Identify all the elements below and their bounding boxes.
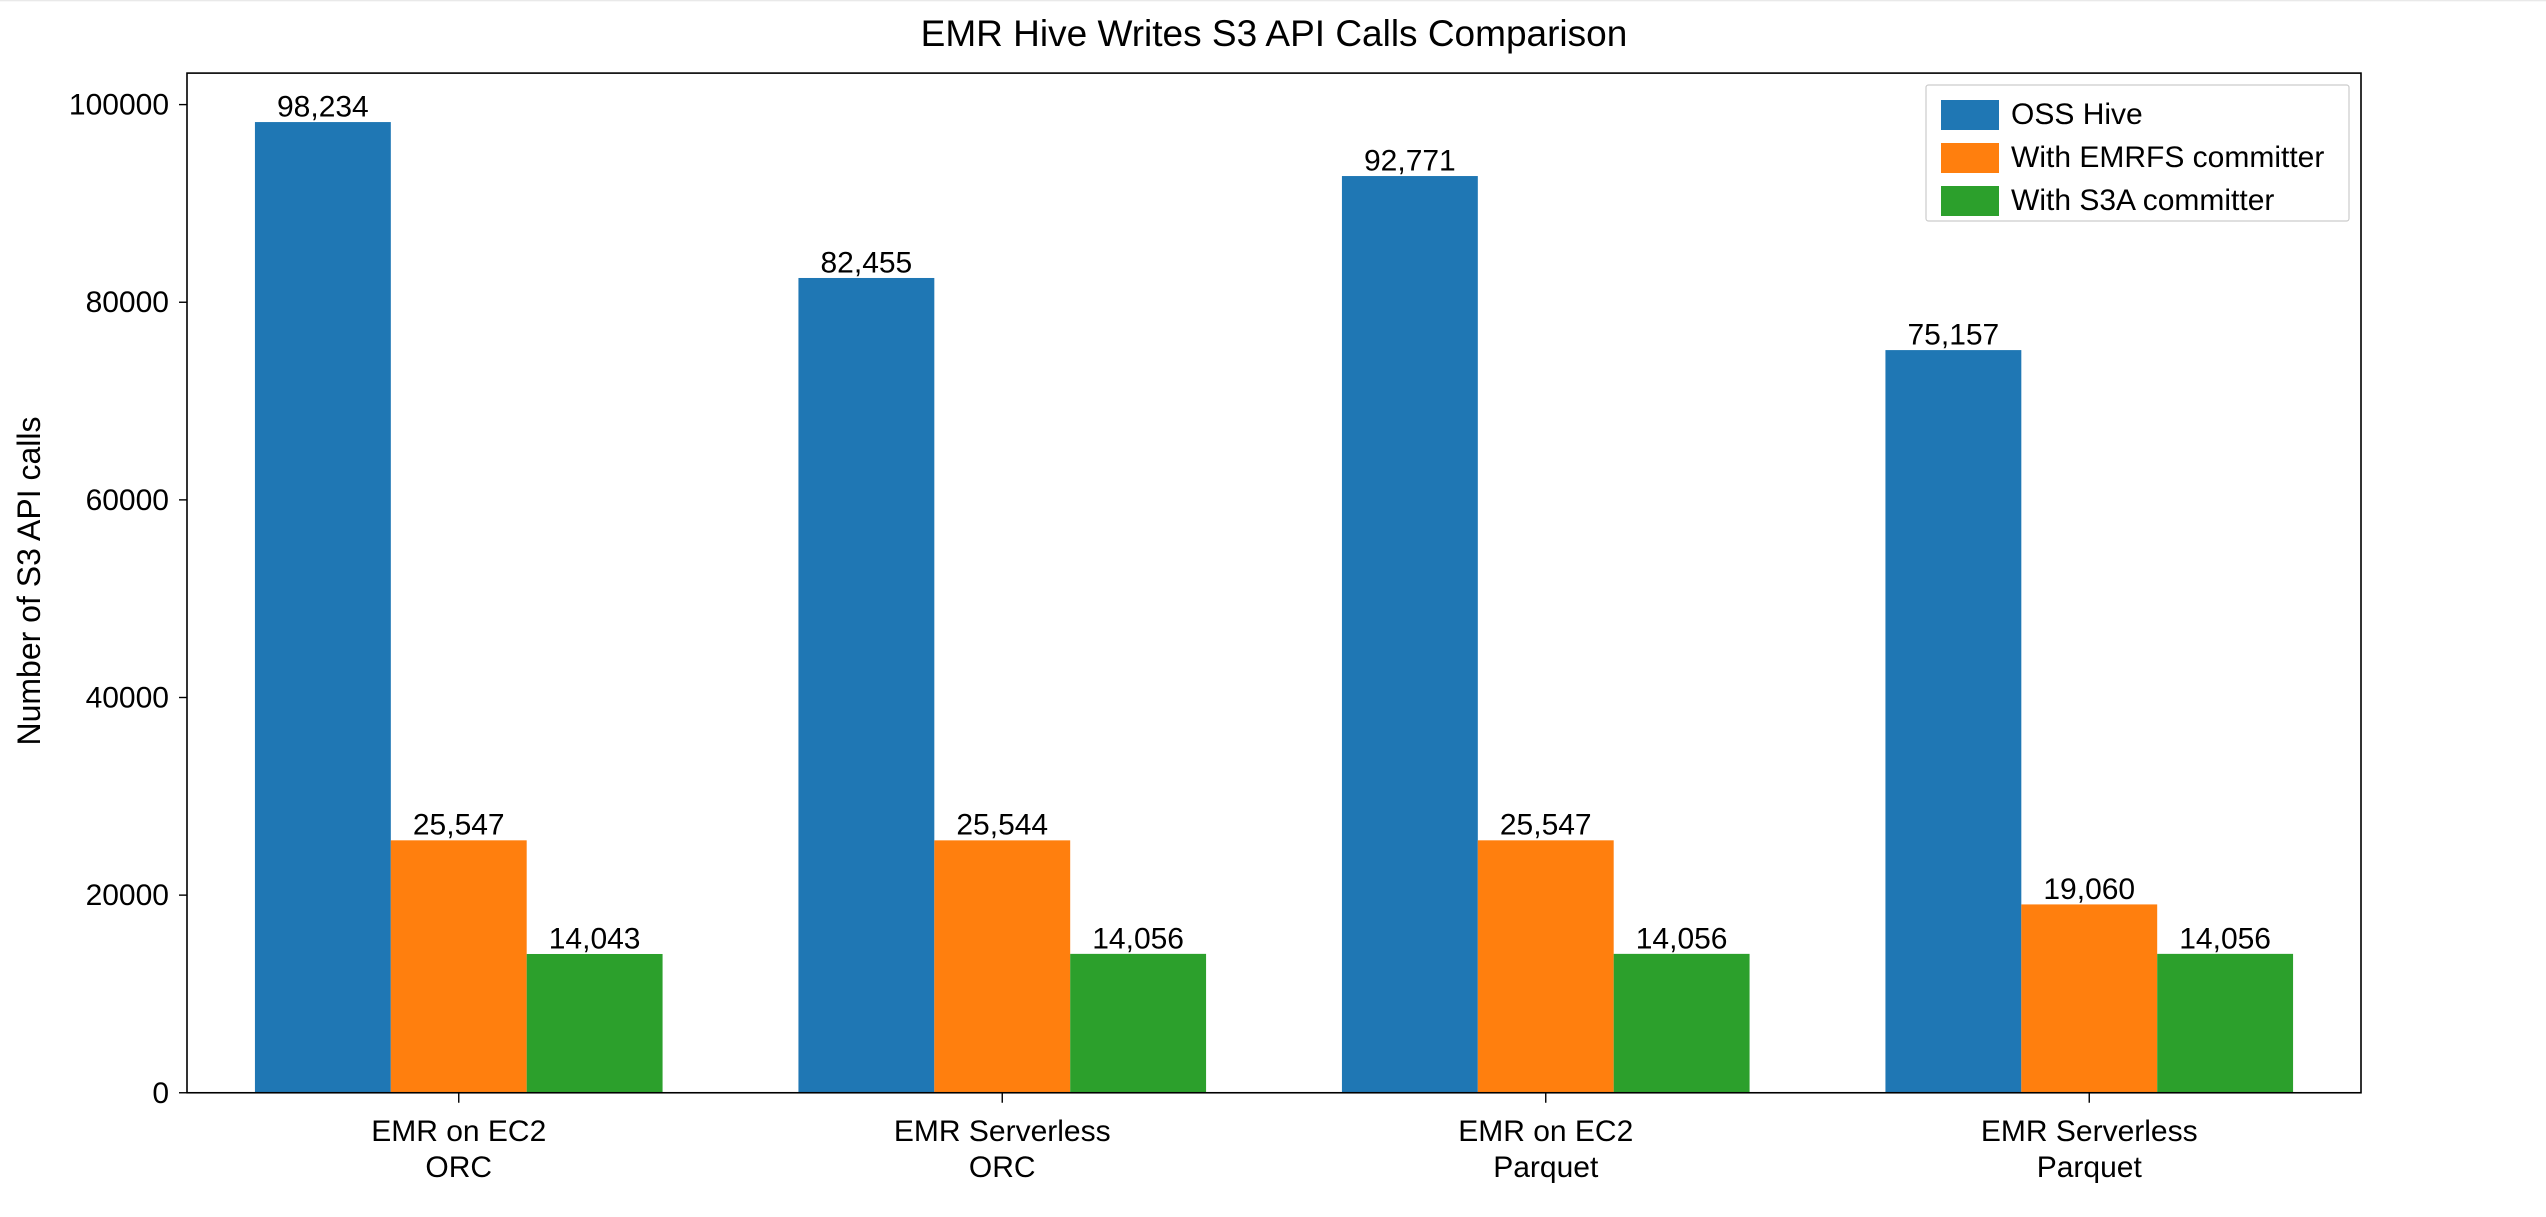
svg-text:With S3A committer: With S3A committer	[2011, 184, 2274, 217]
svg-text:EMR Serverless: EMR Serverless	[894, 1115, 1111, 1148]
svg-text:82,455: 82,455	[820, 246, 912, 279]
svg-text:25,544: 25,544	[956, 809, 1048, 842]
svg-text:14,056: 14,056	[1092, 922, 1184, 955]
svg-text:60000: 60000	[86, 484, 169, 517]
svg-text:EMR on EC2: EMR on EC2	[371, 1115, 546, 1148]
svg-text:75,157: 75,157	[1907, 319, 1999, 352]
svg-text:Parquet: Parquet	[2037, 1151, 2143, 1184]
svg-text:14,043: 14,043	[549, 922, 641, 955]
svg-text:Number of S3 API calls: Number of S3 API calls	[11, 416, 47, 745]
svg-text:0: 0	[152, 1077, 169, 1110]
svg-text:40000: 40000	[86, 682, 169, 715]
svg-text:Parquet: Parquet	[1493, 1151, 1599, 1184]
svg-text:25,547: 25,547	[1500, 809, 1592, 842]
svg-text:98,234: 98,234	[277, 91, 369, 124]
svg-text:With EMRFS committer: With EMRFS committer	[2011, 141, 2324, 174]
svg-text:20000: 20000	[86, 879, 169, 912]
svg-text:92,771: 92,771	[1364, 144, 1456, 177]
svg-text:OSS Hive: OSS Hive	[2011, 98, 2143, 131]
svg-text:80000: 80000	[86, 286, 169, 319]
svg-text:14,056: 14,056	[1636, 922, 1728, 955]
svg-text:EMR Hive Writes S3 API Calls C: EMR Hive Writes S3 API Calls Comparison	[921, 13, 1628, 54]
svg-text:EMR Serverless: EMR Serverless	[1981, 1115, 2198, 1148]
svg-text:19,060: 19,060	[2043, 873, 2135, 906]
svg-text:ORC: ORC	[969, 1151, 1036, 1184]
svg-text:100000: 100000	[69, 89, 169, 122]
svg-text:EMR on EC2: EMR on EC2	[1458, 1115, 1633, 1148]
svg-text:ORC: ORC	[425, 1151, 492, 1184]
svg-text:14,056: 14,056	[2179, 922, 2271, 955]
svg-text:25,547: 25,547	[413, 809, 505, 842]
